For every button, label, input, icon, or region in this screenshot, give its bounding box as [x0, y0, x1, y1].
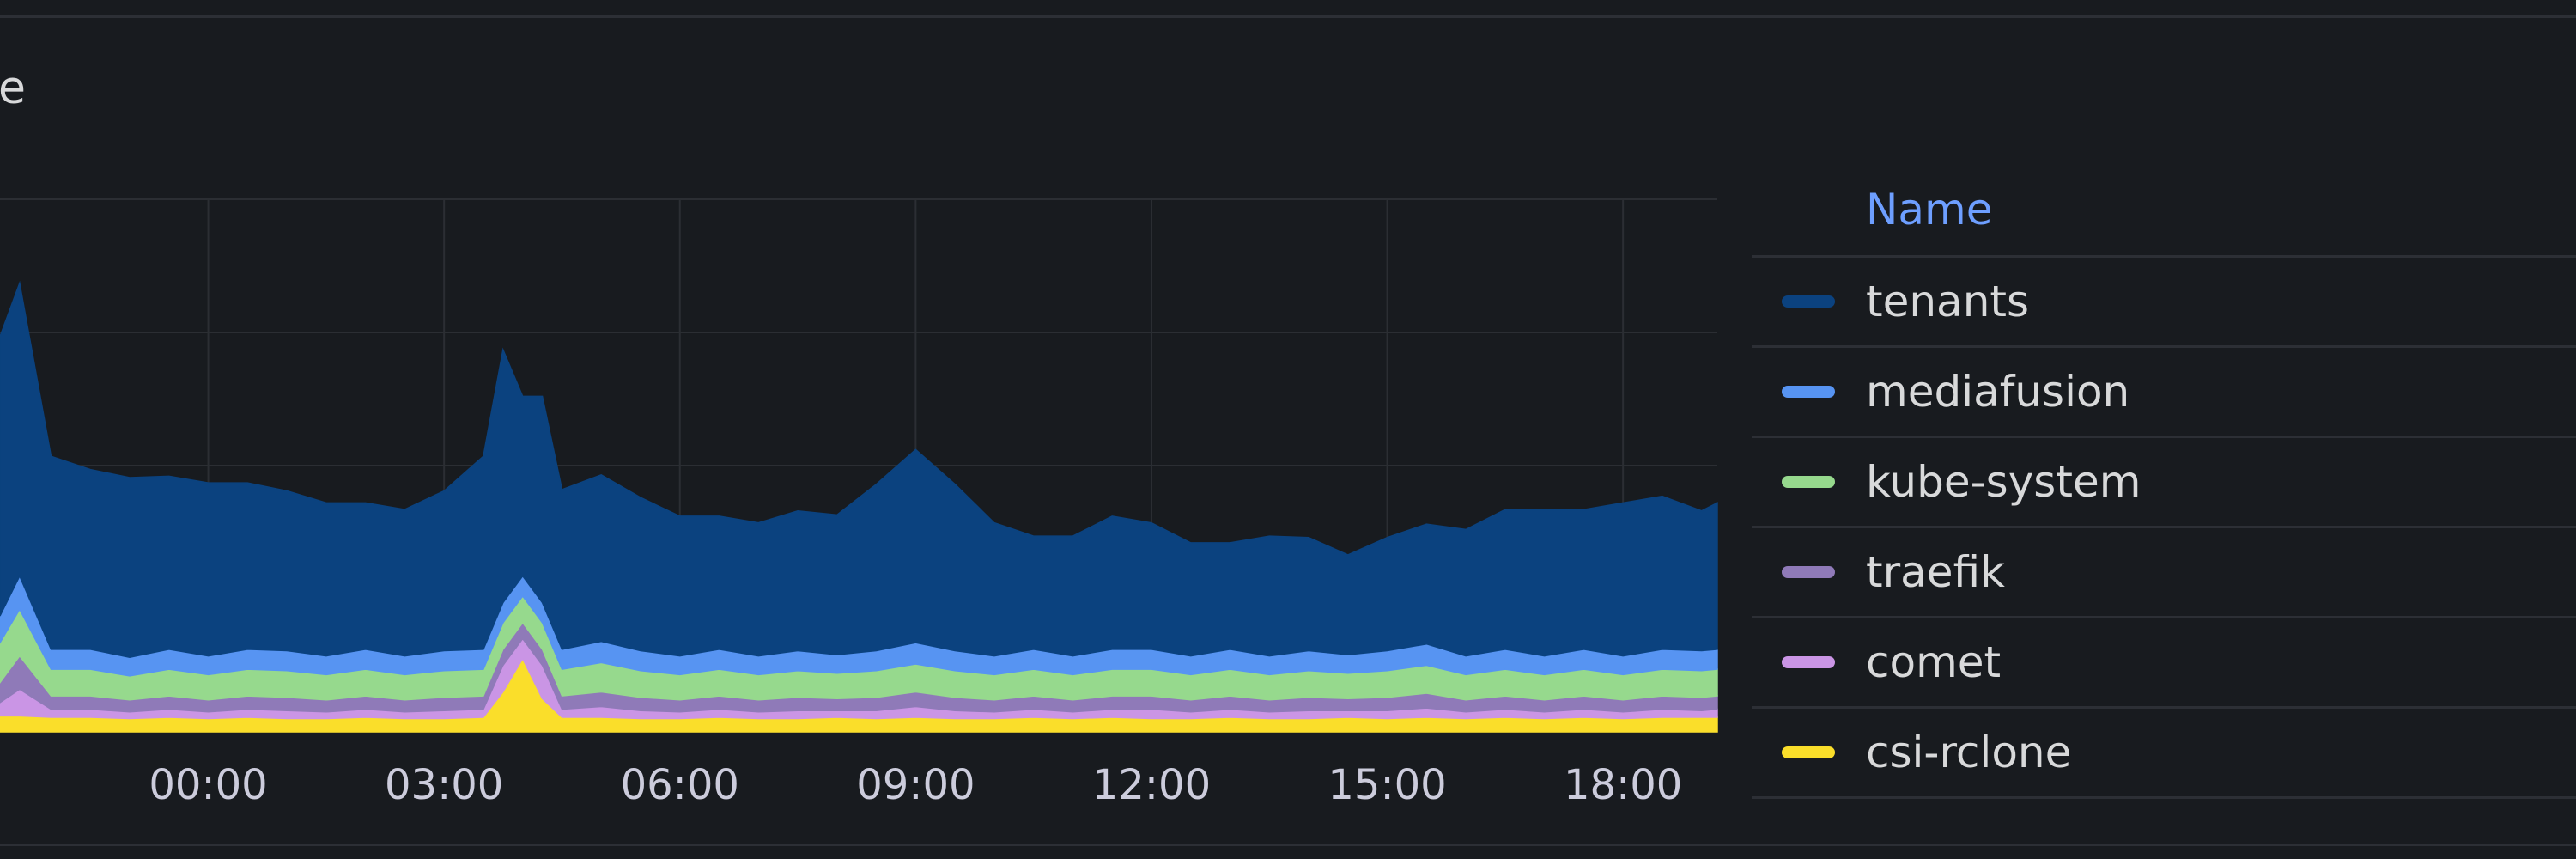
legend-label: mediafusion [1866, 367, 2130, 417]
x-tick-label: 09:00 [856, 761, 975, 809]
x-tick-label: 15:00 [1327, 761, 1446, 809]
legend-header-name[interactable]: Name [1866, 184, 1993, 235]
legend-item-kube-system[interactable]: kube-system [1752, 438, 2576, 528]
legend-swatch [1782, 295, 1835, 308]
x-tick-label: 06:00 [621, 761, 739, 809]
legend-swatch [1782, 566, 1835, 578]
legend-swatch [1782, 476, 1835, 488]
legend-swatch [1782, 746, 1835, 758]
area-series-tenants[interactable] [0, 280, 1718, 658]
legend-table: Name tenants mediafusion kube-system traefi… [1752, 163, 2576, 799]
legend-item-traefik[interactable]: traefik [1752, 528, 2576, 618]
x-tick-label: 00:00 [149, 761, 267, 809]
legend-item-mediafusion[interactable]: mediafusion [1752, 348, 2576, 438]
legend-item-tenants[interactable]: tenants [1752, 258, 2576, 348]
legend-item-csi-rclone[interactable]: csi-rclone [1752, 709, 2576, 799]
x-tick-label: 18:00 [1564, 761, 1682, 809]
legend-swatch [1782, 656, 1835, 668]
legend-label: tenants [1866, 277, 2030, 326]
legend-label: traefik [1866, 547, 2006, 597]
legend-label: kube-system [1866, 457, 2142, 507]
x-tick-label: 03:00 [385, 761, 503, 809]
legend-header[interactable]: Name [1752, 163, 2576, 258]
legend-item-comet[interactable]: comet [1752, 618, 2576, 709]
chart-areas [0, 280, 1718, 733]
time-series-panel: e [0, 15, 2576, 846]
panel-title: e [0, 63, 26, 114]
legend-swatch [1782, 386, 1835, 398]
legend-label: csi-rclone [1866, 728, 2072, 777]
x-tick-label: 12:00 [1092, 761, 1211, 809]
legend-label: comet [1866, 637, 2002, 687]
